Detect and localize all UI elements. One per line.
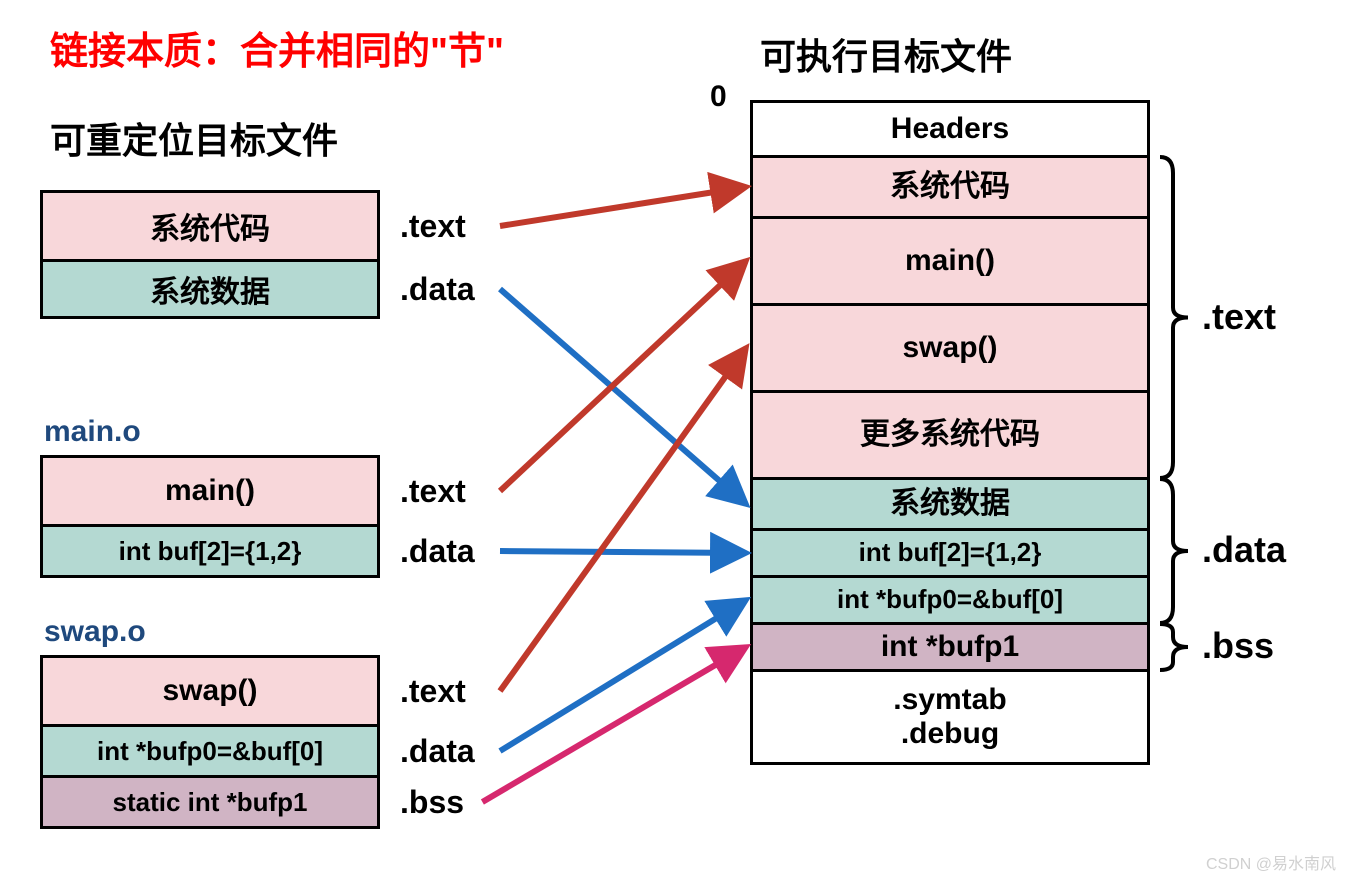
exec-row-4: 更多系统代码 [750,390,1150,480]
src-row-2-2: static int *bufp1 [40,775,380,829]
arrow-3 [500,551,746,553]
brace-label-.text: .text [1202,296,1276,338]
exec-row-1: 系统代码 [750,155,1150,219]
section-label-2-2: .bss [400,784,464,821]
exec-row-3: swap() [750,303,1150,393]
section-label-2-1: .data [400,733,475,770]
file-label-swap.o: swap.o [44,615,146,649]
section-label-0-0: .text [400,208,466,245]
brace-label-.data: .data [1202,529,1286,571]
exec-row-9: .symtab .debug [750,669,1150,765]
brace-label-.bss: .bss [1202,625,1274,667]
file-label-main.o: main.o [44,415,141,449]
src-row-0-0: 系统代码 [40,190,380,262]
section-label-2-0: .text [400,673,466,710]
exec-row-7: int *bufp0=&buf[0] [750,575,1150,625]
arrow-1 [500,289,746,504]
exec-row-2: main() [750,216,1150,306]
src-row-2-1: int *bufp0=&buf[0] [40,724,380,778]
arrow-0 [500,187,746,226]
src-row-1-0: main() [40,455,380,527]
brace-.data [1158,477,1200,625]
title-red: 链接本质：合并相同的"节" [50,20,504,75]
exec-row-5: 系统数据 [750,477,1150,531]
src-row-0-1: 系统数据 [40,259,380,319]
section-label-0-1: .data [400,271,475,308]
zero-label: 0 [710,80,727,114]
exec-row-0: Headers [750,100,1150,158]
heading-left: 可重定位目标文件 [50,112,338,164]
section-label-1-1: .data [400,533,475,570]
section-label-1-0: .text [400,473,466,510]
heading-right: 可执行目标文件 [760,28,1012,80]
exec-row-8: int *bufp1 [750,622,1150,672]
src-row-1-1: int buf[2]={1,2} [40,524,380,578]
exec-row-6: int buf[2]={1,2} [750,528,1150,578]
arrow-4 [500,348,746,691]
arrow-2 [500,261,746,491]
brace-.bss [1158,622,1200,672]
watermark: CSDN @易水南风 [1206,850,1336,874]
arrow-6 [482,647,746,802]
brace-.text [1158,155,1200,480]
src-row-2-0: swap() [40,655,380,727]
arrow-5 [500,600,746,751]
